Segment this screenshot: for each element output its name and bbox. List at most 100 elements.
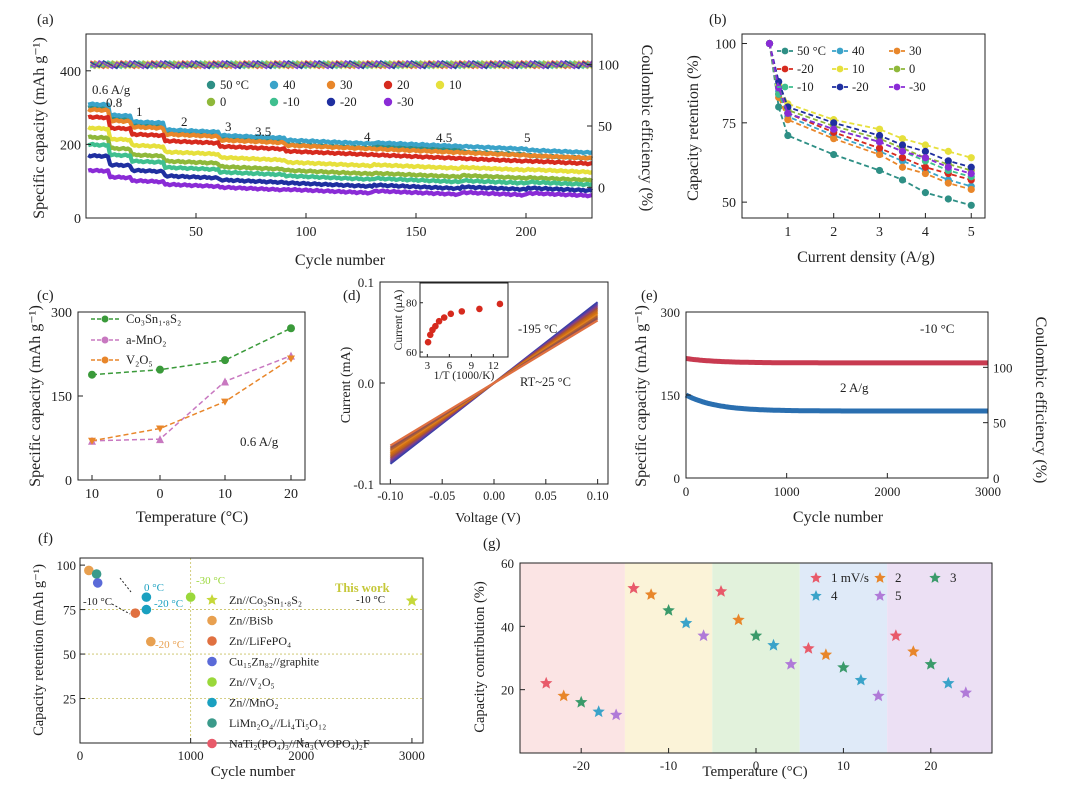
capacity-series-30 xyxy=(87,106,594,161)
legend-label: LiMn₂O₄//Li₄Ti₅O₁₂ xyxy=(229,716,326,730)
data-point xyxy=(875,131,884,140)
data-point xyxy=(898,135,907,143)
legend-marker xyxy=(207,738,217,749)
x-tick-label: 100 xyxy=(296,225,317,240)
x-tick-label: 10 xyxy=(85,487,99,502)
x-tick-label: 1000 xyxy=(774,484,800,499)
legend-label: NaTi₂(PO₄)₃//Na₃(VOPO₄)₂F xyxy=(229,737,370,751)
x-axis-label: Current density (A/g) xyxy=(797,249,935,266)
y-tick-label: 0 xyxy=(674,471,681,486)
data-point xyxy=(889,629,902,642)
data-point xyxy=(967,201,975,209)
point-label: -10 °C xyxy=(83,596,112,608)
data-point xyxy=(749,629,763,642)
legend-marker xyxy=(893,47,901,55)
y-tick-label: 0.1 xyxy=(358,275,374,290)
legend-marker xyxy=(207,656,217,667)
y-tick-label: 25 xyxy=(63,692,76,707)
data-point xyxy=(921,141,929,149)
legend-marker xyxy=(435,80,445,90)
y-tick-label: 0 xyxy=(74,212,81,227)
data-point xyxy=(967,169,975,178)
legend-label: 2 xyxy=(895,570,902,585)
data-point xyxy=(944,179,952,187)
y2-tick-label: 50 xyxy=(993,416,1006,431)
capacity-series-0 xyxy=(87,134,594,183)
y-tick-label: 100 xyxy=(715,38,736,53)
capacity-series-20 xyxy=(87,114,593,167)
data-point xyxy=(84,565,94,576)
temperature-band xyxy=(520,563,625,753)
y-tick-label: 100 xyxy=(57,558,77,573)
point-label: -20 °C xyxy=(154,598,183,610)
x-tick-label: 4 xyxy=(922,225,929,240)
legend-label: -30 xyxy=(909,80,926,94)
data-point xyxy=(921,163,929,171)
x-tick-label: 0 xyxy=(77,748,84,763)
data-point xyxy=(875,150,884,159)
y2-axis-label: Coulombic efficiency (%) xyxy=(638,45,655,212)
ce-series xyxy=(685,356,988,366)
legend-label: -20 xyxy=(340,95,357,109)
panel-label: (d) xyxy=(343,288,361,304)
data-point xyxy=(830,125,838,133)
legend-label: 40 xyxy=(852,44,865,58)
rate-label: 3.5 xyxy=(255,124,271,139)
inset-point xyxy=(458,308,466,315)
inset-x-label: 1/T (1000/K) xyxy=(434,370,495,382)
data-point xyxy=(557,689,570,702)
data-point xyxy=(784,109,792,117)
legend-label: 3 xyxy=(950,570,957,585)
y2-tick-label: 0 xyxy=(598,181,605,196)
data-point xyxy=(287,355,295,363)
x-tick-label: 0.10 xyxy=(587,489,609,503)
y-tick-label: 75 xyxy=(722,117,736,132)
legend-marker xyxy=(929,572,941,583)
data-point xyxy=(185,592,196,602)
annotation: RT~25 °C xyxy=(520,375,571,389)
point-label: -20 °C xyxy=(155,639,184,651)
x-axis-label: Cycle number xyxy=(211,764,296,780)
panel-label: (a) xyxy=(37,12,54,28)
y2-tick-label: 0 xyxy=(993,471,1000,486)
rate-label: 5 xyxy=(524,130,531,145)
data-point xyxy=(967,163,975,171)
data-point xyxy=(775,103,783,111)
legend-label: a-MnO₂ xyxy=(126,333,166,347)
data-point xyxy=(875,138,884,146)
x-axis-label: Voltage (V) xyxy=(455,511,521,526)
x-tick-label: 3000 xyxy=(975,484,1001,499)
legend-label: Zn//LiFePO₄ xyxy=(229,634,291,648)
legend-label: 20 xyxy=(397,78,410,92)
legend-label: Zn//MnO₂ xyxy=(229,696,279,710)
data-point xyxy=(784,131,792,140)
x-axis-label: Cycle number xyxy=(793,509,884,526)
inset-y-tick-label: 80 xyxy=(406,298,418,310)
data-point xyxy=(697,629,710,642)
y-axis-label: Specific capacity (mAh g⁻¹) xyxy=(31,37,48,219)
data-point xyxy=(784,116,792,124)
data-point xyxy=(679,616,693,629)
data-point xyxy=(575,695,588,708)
x-tick-label: -20 xyxy=(573,758,590,773)
annotation: -195 °C xyxy=(518,322,557,336)
panel-label: (c) xyxy=(37,288,54,304)
x-tick-label: 10 xyxy=(837,758,850,773)
y2-tick-label: 100 xyxy=(598,59,619,74)
legend-marker xyxy=(269,97,279,107)
point-label: -30 °C xyxy=(196,575,225,587)
y-tick-label: 150 xyxy=(661,388,681,403)
x-tick-label: 150 xyxy=(406,225,427,240)
data-point xyxy=(921,154,929,162)
inset-point xyxy=(435,317,443,325)
data-point xyxy=(830,150,838,159)
rate-label: 4 xyxy=(364,129,371,144)
legend-marker xyxy=(383,97,393,107)
x-tick-label: 2000 xyxy=(874,484,900,499)
inset-frame xyxy=(419,282,509,358)
y-axis-label: Capacity contribution (%) xyxy=(472,581,488,733)
legend-marker xyxy=(101,336,109,344)
inset-point xyxy=(476,305,483,313)
x-tick-label: 3 xyxy=(876,225,883,240)
